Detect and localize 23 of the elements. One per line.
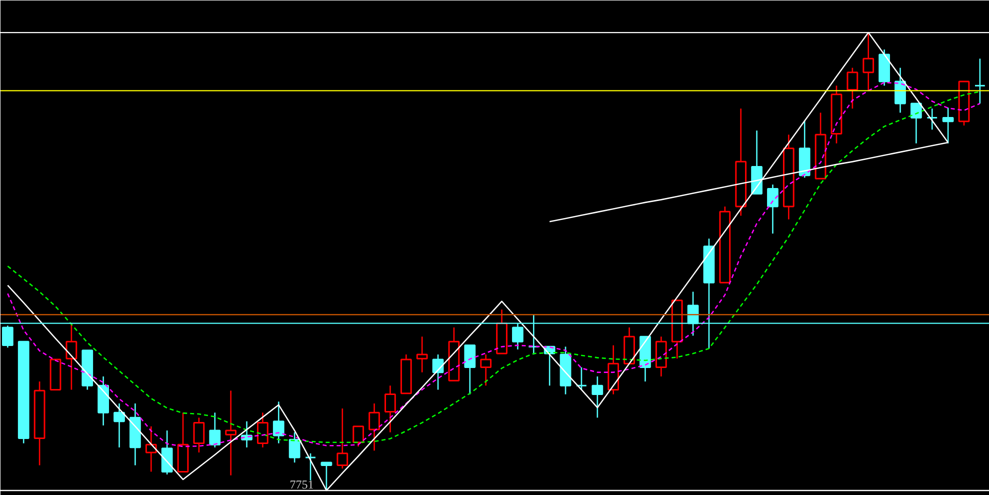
candlestick: [480, 354, 492, 386]
candlestick: [592, 376, 604, 418]
candlestick: [416, 336, 428, 373]
annotation: 7751: [290, 477, 314, 492]
candlestick: [98, 376, 109, 426]
candlestick: [942, 107, 954, 144]
candlestick: [145, 426, 157, 472]
candlestick: [129, 402, 141, 466]
candlestick: [655, 336, 667, 378]
candlestick: [257, 412, 268, 448]
candlestick: [368, 402, 380, 452]
candlestick: [926, 108, 938, 130]
candlestick: [767, 184, 778, 234]
candlestick: [608, 344, 620, 395]
candlestick: [225, 390, 237, 476]
candlestick: [66, 322, 78, 390]
candlestick: [34, 380, 46, 466]
candlestick: [782, 134, 794, 220]
candlestick: [735, 108, 747, 216]
candlestick: [862, 32, 874, 92]
candlestick: [114, 402, 125, 448]
candlestick: [384, 384, 396, 433]
candlestick: [974, 58, 986, 104]
